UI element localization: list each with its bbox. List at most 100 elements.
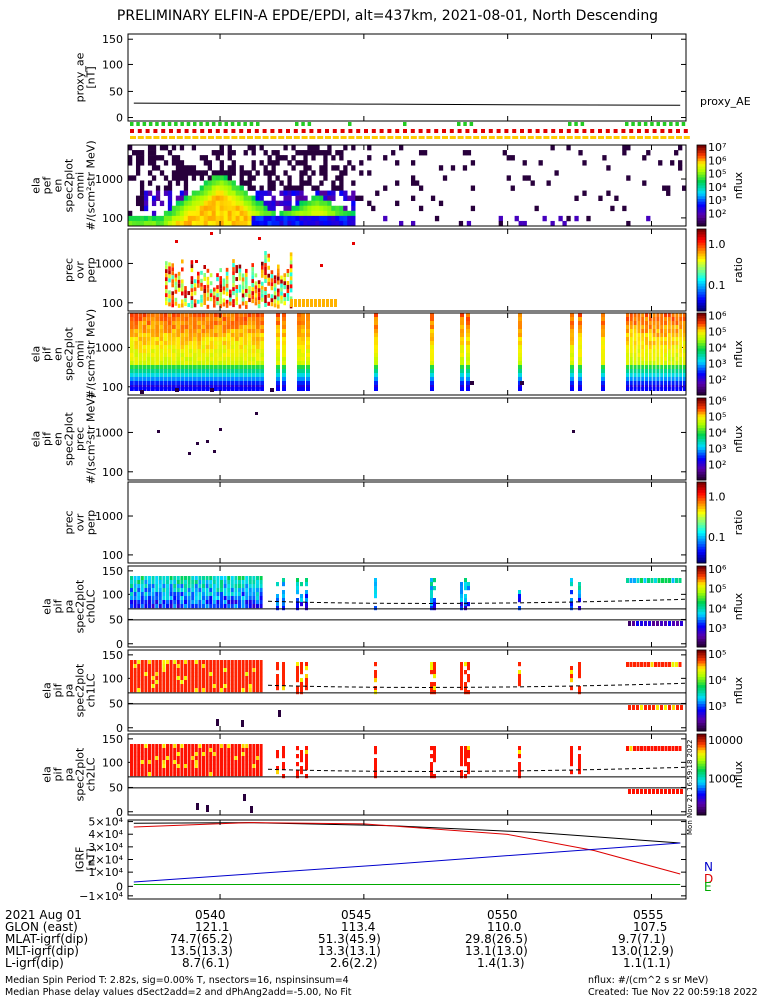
spec-cell bbox=[214, 325, 218, 330]
pa-cell bbox=[209, 772, 213, 777]
spec-cell bbox=[570, 373, 574, 378]
pa-cell bbox=[464, 670, 467, 675]
colorbar-tick: 10⁵ bbox=[708, 410, 726, 423]
pa-cell bbox=[518, 682, 521, 687]
spec-cell bbox=[343, 190, 348, 196]
pa-cell bbox=[460, 670, 463, 675]
flag-yellow bbox=[293, 136, 300, 139]
spec-cell bbox=[510, 155, 515, 161]
spec-cell bbox=[135, 150, 141, 156]
pa-cell bbox=[155, 596, 159, 601]
spec-cell bbox=[626, 175, 631, 181]
flag-red bbox=[574, 129, 579, 133]
spec-cell bbox=[191, 215, 197, 222]
spec-cell bbox=[146, 325, 151, 330]
pa-cell bbox=[191, 768, 195, 773]
spec-cell bbox=[339, 205, 344, 212]
colorbar-cell bbox=[697, 546, 706, 550]
ratio-cell bbox=[171, 295, 174, 300]
colorbar-cell bbox=[697, 566, 706, 570]
pa-cell bbox=[166, 580, 169, 585]
pa-cell bbox=[241, 604, 245, 609]
ratio-cell bbox=[203, 265, 206, 270]
spec-cell bbox=[339, 190, 344, 196]
spec-cell bbox=[291, 215, 296, 222]
spec-cell bbox=[558, 215, 563, 222]
pa-cell bbox=[212, 676, 216, 681]
spec-cell bbox=[209, 365, 214, 370]
spec-cell bbox=[142, 325, 147, 330]
spec-cell bbox=[466, 365, 470, 370]
colorbar-cell bbox=[697, 809, 706, 813]
pa-cell bbox=[433, 682, 436, 687]
spec-cell bbox=[128, 175, 133, 181]
spec-cell bbox=[187, 165, 193, 171]
flag-red bbox=[496, 129, 501, 133]
pa-cell bbox=[212, 592, 216, 597]
flag-yellow bbox=[340, 136, 347, 139]
spec-cell bbox=[183, 200, 189, 207]
spec-cell bbox=[163, 353, 168, 358]
pa-cell bbox=[241, 760, 245, 765]
spec-cell bbox=[645, 329, 648, 334]
flag-yellow bbox=[598, 136, 604, 139]
ratio-cell bbox=[190, 292, 194, 297]
spec-cell bbox=[157, 430, 160, 433]
pa-cell bbox=[259, 672, 263, 677]
pa-cell bbox=[256, 660, 259, 665]
spec-cell bbox=[211, 175, 216, 181]
flag-yellow bbox=[325, 136, 331, 139]
panel-ylabel-proxy: proxy_ae bbox=[74, 52, 87, 102]
pa-cell bbox=[209, 576, 213, 581]
spec-cell bbox=[683, 349, 686, 354]
colorbar-cell bbox=[697, 769, 706, 773]
colorbar-cell bbox=[697, 261, 706, 266]
pa-cell bbox=[644, 705, 647, 710]
pa-cell bbox=[300, 770, 303, 775]
spec-cell bbox=[267, 185, 272, 191]
ratio-cell bbox=[206, 288, 210, 293]
spec-cell bbox=[255, 215, 260, 222]
flag-green bbox=[249, 122, 254, 126]
spec-cell bbox=[434, 215, 440, 222]
spec-cell bbox=[227, 215, 232, 222]
spec-cell bbox=[235, 341, 239, 346]
pa-cell bbox=[296, 598, 299, 603]
spec-cell bbox=[251, 365, 256, 370]
spec-cell bbox=[146, 365, 151, 370]
spec-cell bbox=[351, 200, 356, 207]
spec-cell bbox=[664, 313, 667, 318]
pa-cell bbox=[144, 680, 148, 685]
pa-cell bbox=[162, 592, 166, 597]
colorbar-cell bbox=[697, 466, 706, 470]
spec-cell bbox=[263, 210, 268, 217]
colorbar-cell bbox=[697, 712, 706, 716]
spec-cell bbox=[251, 210, 256, 217]
colorbar-cell bbox=[697, 641, 706, 645]
spec-cell bbox=[176, 369, 180, 374]
pa-cell bbox=[155, 760, 159, 765]
spec-cell bbox=[167, 185, 173, 191]
pa-cell bbox=[180, 688, 184, 693]
spec-cell bbox=[188, 373, 193, 378]
spec-cell bbox=[652, 337, 656, 342]
spec-cell bbox=[171, 205, 177, 212]
spec-cell bbox=[214, 377, 218, 382]
spec-cell bbox=[193, 377, 197, 382]
spec-cell bbox=[306, 337, 310, 342]
pa-cell bbox=[223, 756, 227, 761]
spec-cell bbox=[205, 353, 210, 358]
pa-cell bbox=[305, 686, 308, 691]
pa-cell bbox=[191, 676, 195, 681]
spec-cell bbox=[155, 341, 159, 346]
spec-cell bbox=[637, 313, 641, 318]
spec-cell bbox=[184, 345, 189, 350]
pa-cell bbox=[194, 752, 198, 757]
pa-cell bbox=[223, 760, 227, 765]
pa-cell bbox=[430, 606, 433, 611]
spec-cell bbox=[335, 150, 340, 156]
ratio-cell bbox=[165, 269, 168, 274]
pa-cell bbox=[137, 744, 141, 749]
spec-cell bbox=[566, 215, 571, 222]
spec-cell bbox=[131, 220, 137, 227]
